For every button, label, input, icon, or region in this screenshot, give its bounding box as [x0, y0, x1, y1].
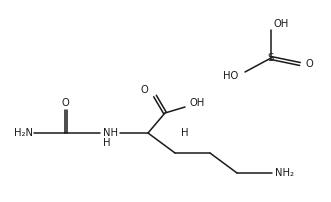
Text: OH: OH: [274, 19, 289, 29]
Text: H: H: [181, 128, 188, 138]
Text: NH₂: NH₂: [275, 168, 294, 178]
Text: H: H: [103, 138, 111, 148]
Text: H₂N: H₂N: [14, 128, 33, 138]
Text: O: O: [61, 98, 69, 108]
Text: O: O: [306, 59, 314, 69]
Text: NH: NH: [103, 128, 118, 138]
Text: OH: OH: [190, 98, 205, 108]
Text: S: S: [268, 53, 274, 63]
Text: HO: HO: [223, 71, 238, 81]
Text: O: O: [140, 85, 148, 95]
